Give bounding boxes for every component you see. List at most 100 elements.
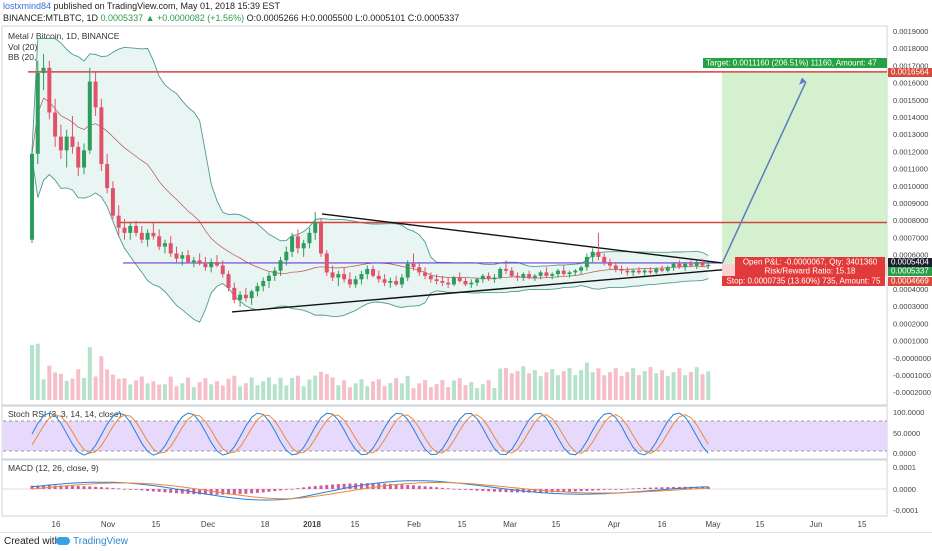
position-zones xyxy=(722,71,887,277)
macd-histogram-bar xyxy=(527,489,531,493)
macd-histogram-bar xyxy=(325,484,329,489)
macd-legend: MACD (12, 26, close, 9) xyxy=(8,463,99,473)
candle-body xyxy=(261,280,266,287)
stoch-rsi-legend: Stoch RSI (3, 3, 14, 14, close) xyxy=(8,409,122,419)
bollinger-upper xyxy=(31,38,709,268)
candle-body xyxy=(596,251,601,257)
entry-price-tag: 0.0005404 xyxy=(891,258,929,267)
candle-body xyxy=(388,280,393,283)
volume-bar xyxy=(359,379,364,400)
macd-histogram-bar xyxy=(284,489,288,490)
candle-body xyxy=(105,164,110,189)
candle-body xyxy=(532,275,537,278)
date-tick-label: 15 xyxy=(458,520,467,529)
volume-bar xyxy=(636,375,641,400)
candle-body xyxy=(359,274,364,280)
volume-bar xyxy=(509,373,514,400)
volume-bar xyxy=(532,370,537,400)
price-tick-label: 0.0016000 xyxy=(893,79,928,88)
macd-histogram-bar xyxy=(440,487,444,489)
volume-bar xyxy=(567,368,572,400)
trade-labels: Target: 0.0011160 (206.51%) 11160, Amoun… xyxy=(703,58,932,286)
candle-body xyxy=(688,263,693,266)
author-link[interactable]: lostxmind84 xyxy=(3,1,52,11)
date-tick-label: 16 xyxy=(52,520,61,529)
volume-bar xyxy=(394,378,399,400)
macd-histogram-bar xyxy=(307,486,311,489)
candle-body xyxy=(232,287,237,300)
volume-bar xyxy=(660,370,665,400)
stop-price-tag-bg xyxy=(888,277,932,286)
volume-bar xyxy=(613,368,618,400)
macd-histogram-bar xyxy=(400,484,404,489)
volume-bar xyxy=(134,380,139,400)
volume-bar xyxy=(105,369,110,400)
candle-body xyxy=(648,270,653,273)
candle-body xyxy=(475,279,480,283)
volume-bar xyxy=(498,368,503,400)
open-pl-label-bg xyxy=(735,257,885,267)
candle-body xyxy=(579,267,584,271)
volume-bar xyxy=(64,380,69,400)
candle-body xyxy=(636,270,641,273)
macd-histogram-bar xyxy=(643,487,647,489)
volume-bar xyxy=(503,368,508,400)
macd-histogram-bar xyxy=(348,483,352,489)
tradingview-logo[interactable]: TradingView xyxy=(56,533,128,551)
candle-body xyxy=(584,256,589,268)
macd-lines xyxy=(3,480,887,501)
macd-histogram-bar xyxy=(290,488,294,490)
volume-bar xyxy=(301,386,306,400)
candle-body xyxy=(180,255,185,259)
candle-body xyxy=(295,236,300,249)
volume-bar xyxy=(561,371,566,400)
tradingview-brand: TradingView xyxy=(73,536,129,547)
candle-body xyxy=(480,275,485,280)
chart-header: lostxmind84 published on TradingView.com… xyxy=(0,0,932,24)
candle-body xyxy=(411,263,416,268)
volume-bar xyxy=(376,379,381,400)
candle-body xyxy=(423,272,428,276)
candle-body xyxy=(683,263,688,268)
macd-histogram-bar xyxy=(394,484,398,489)
date-tick-label: 15 xyxy=(552,520,561,529)
candle-body xyxy=(99,107,104,165)
candle-body xyxy=(41,67,46,73)
macd-histogram-bar xyxy=(273,489,277,492)
stoch-k-line xyxy=(31,412,709,456)
macd-histogram-bar xyxy=(666,487,670,489)
volume-bar xyxy=(35,343,40,400)
macd-histogram-bar xyxy=(146,489,150,491)
macd-histogram-bar xyxy=(232,489,236,495)
volume-bar xyxy=(463,385,468,400)
candle-body xyxy=(660,268,665,271)
date-tick-label: Nov xyxy=(101,520,115,529)
target-price-tag-bg xyxy=(888,68,932,77)
change-value: ▲ +0.0000082 (+1.56%) xyxy=(145,13,245,23)
candle-body xyxy=(58,136,63,151)
candle-body xyxy=(134,225,139,233)
price-tick-label: 0.0004000 xyxy=(893,285,928,294)
candle-body xyxy=(290,236,295,252)
volume-bar xyxy=(434,384,439,400)
candle-body xyxy=(110,188,115,216)
volume-bar xyxy=(451,380,456,400)
volume-bar xyxy=(278,377,283,400)
candle-body xyxy=(527,274,532,278)
macd-histogram-bar xyxy=(591,489,595,491)
candle-body xyxy=(440,280,445,283)
candle-body xyxy=(492,277,497,280)
volume-bar xyxy=(411,388,416,400)
price-tick-label: 0.0009000 xyxy=(893,199,928,208)
macd-histogram-bar xyxy=(625,488,629,490)
macd-histogram-bar xyxy=(498,489,502,492)
candle-body xyxy=(214,262,219,266)
volume-bar xyxy=(602,375,607,400)
macd-histogram-bar xyxy=(700,486,704,489)
macd-histogram-bar xyxy=(435,487,439,489)
date-tick-label: May xyxy=(705,520,720,529)
bollinger-fill xyxy=(32,38,709,323)
macd-histogram-bar xyxy=(608,489,612,490)
ohlc-values: O:0.0005266 H:0.0005500 L:0.0005101 C:0.… xyxy=(246,13,460,23)
macd-histogram-bar xyxy=(504,489,508,493)
